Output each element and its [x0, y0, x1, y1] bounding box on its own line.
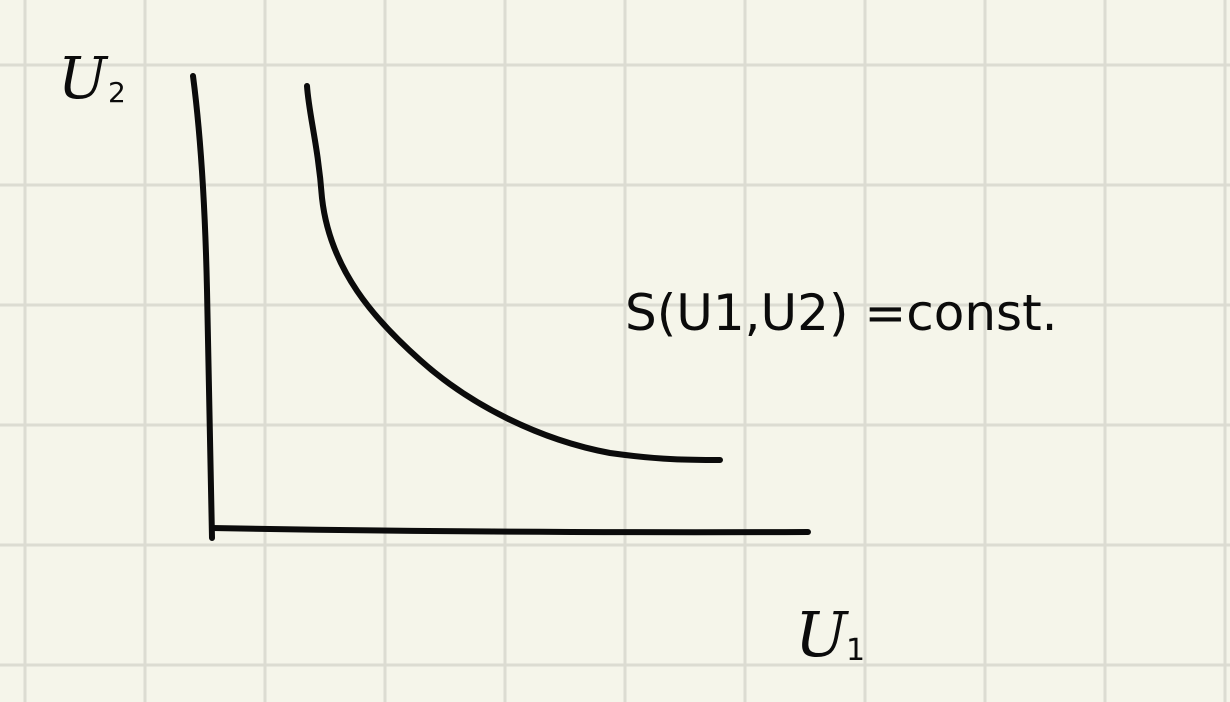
y-axis-label: U — [58, 44, 109, 112]
x-axis-label: U — [795, 598, 849, 671]
x-axis-label-subscript: 1 — [846, 633, 865, 668]
x-axis-line — [209, 525, 811, 536]
y-axis-line — [190, 73, 215, 541]
isentropic-curve — [304, 83, 723, 463]
curve-annotation: S(U1,U2) =const. — [625, 284, 1058, 342]
y-axis-label-subscript: 2 — [108, 76, 126, 109]
